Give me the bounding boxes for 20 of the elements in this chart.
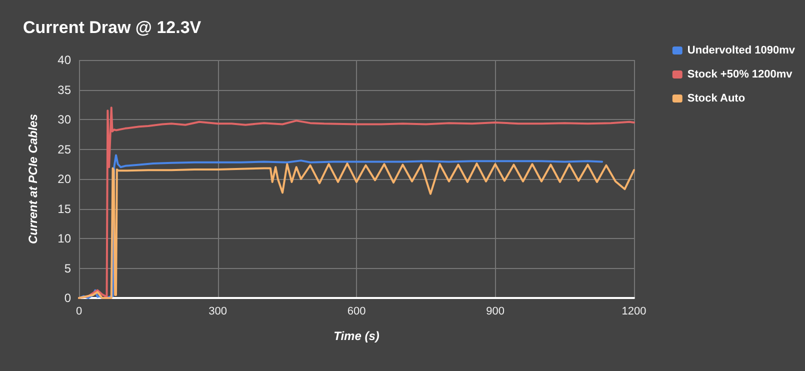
y-tick-label: 15 bbox=[58, 202, 72, 216]
y-tick-label: 20 bbox=[58, 172, 72, 186]
y-tick-label: 30 bbox=[58, 112, 72, 126]
y-tick-label: 25 bbox=[58, 142, 72, 156]
y-tick-label: 5 bbox=[64, 261, 72, 276]
legend-label: Stock +50% 1200mv bbox=[687, 68, 794, 80]
x-tick-label: 600 bbox=[347, 306, 366, 318]
legend-label: Undervolted 1090mv bbox=[687, 44, 796, 56]
y-tick-label: 10 bbox=[58, 232, 72, 246]
chart-title: Current Draw @ 12.3V bbox=[23, 18, 202, 37]
legend-label: Stock Auto bbox=[687, 92, 746, 104]
x-tick-label: 1200 bbox=[622, 306, 646, 318]
x-tick-label: 300 bbox=[208, 306, 227, 318]
y-tick-label: 0 bbox=[64, 291, 72, 305]
y-axis-title: Current at PCIe Cables bbox=[26, 114, 40, 244]
x-axis-title: Time (s) bbox=[334, 329, 380, 343]
y-tick-label: 35 bbox=[58, 82, 72, 97]
x-tick-label: 900 bbox=[486, 306, 504, 318]
y-tick-label: 40 bbox=[58, 53, 72, 67]
x-tick-label: 0 bbox=[76, 306, 82, 318]
